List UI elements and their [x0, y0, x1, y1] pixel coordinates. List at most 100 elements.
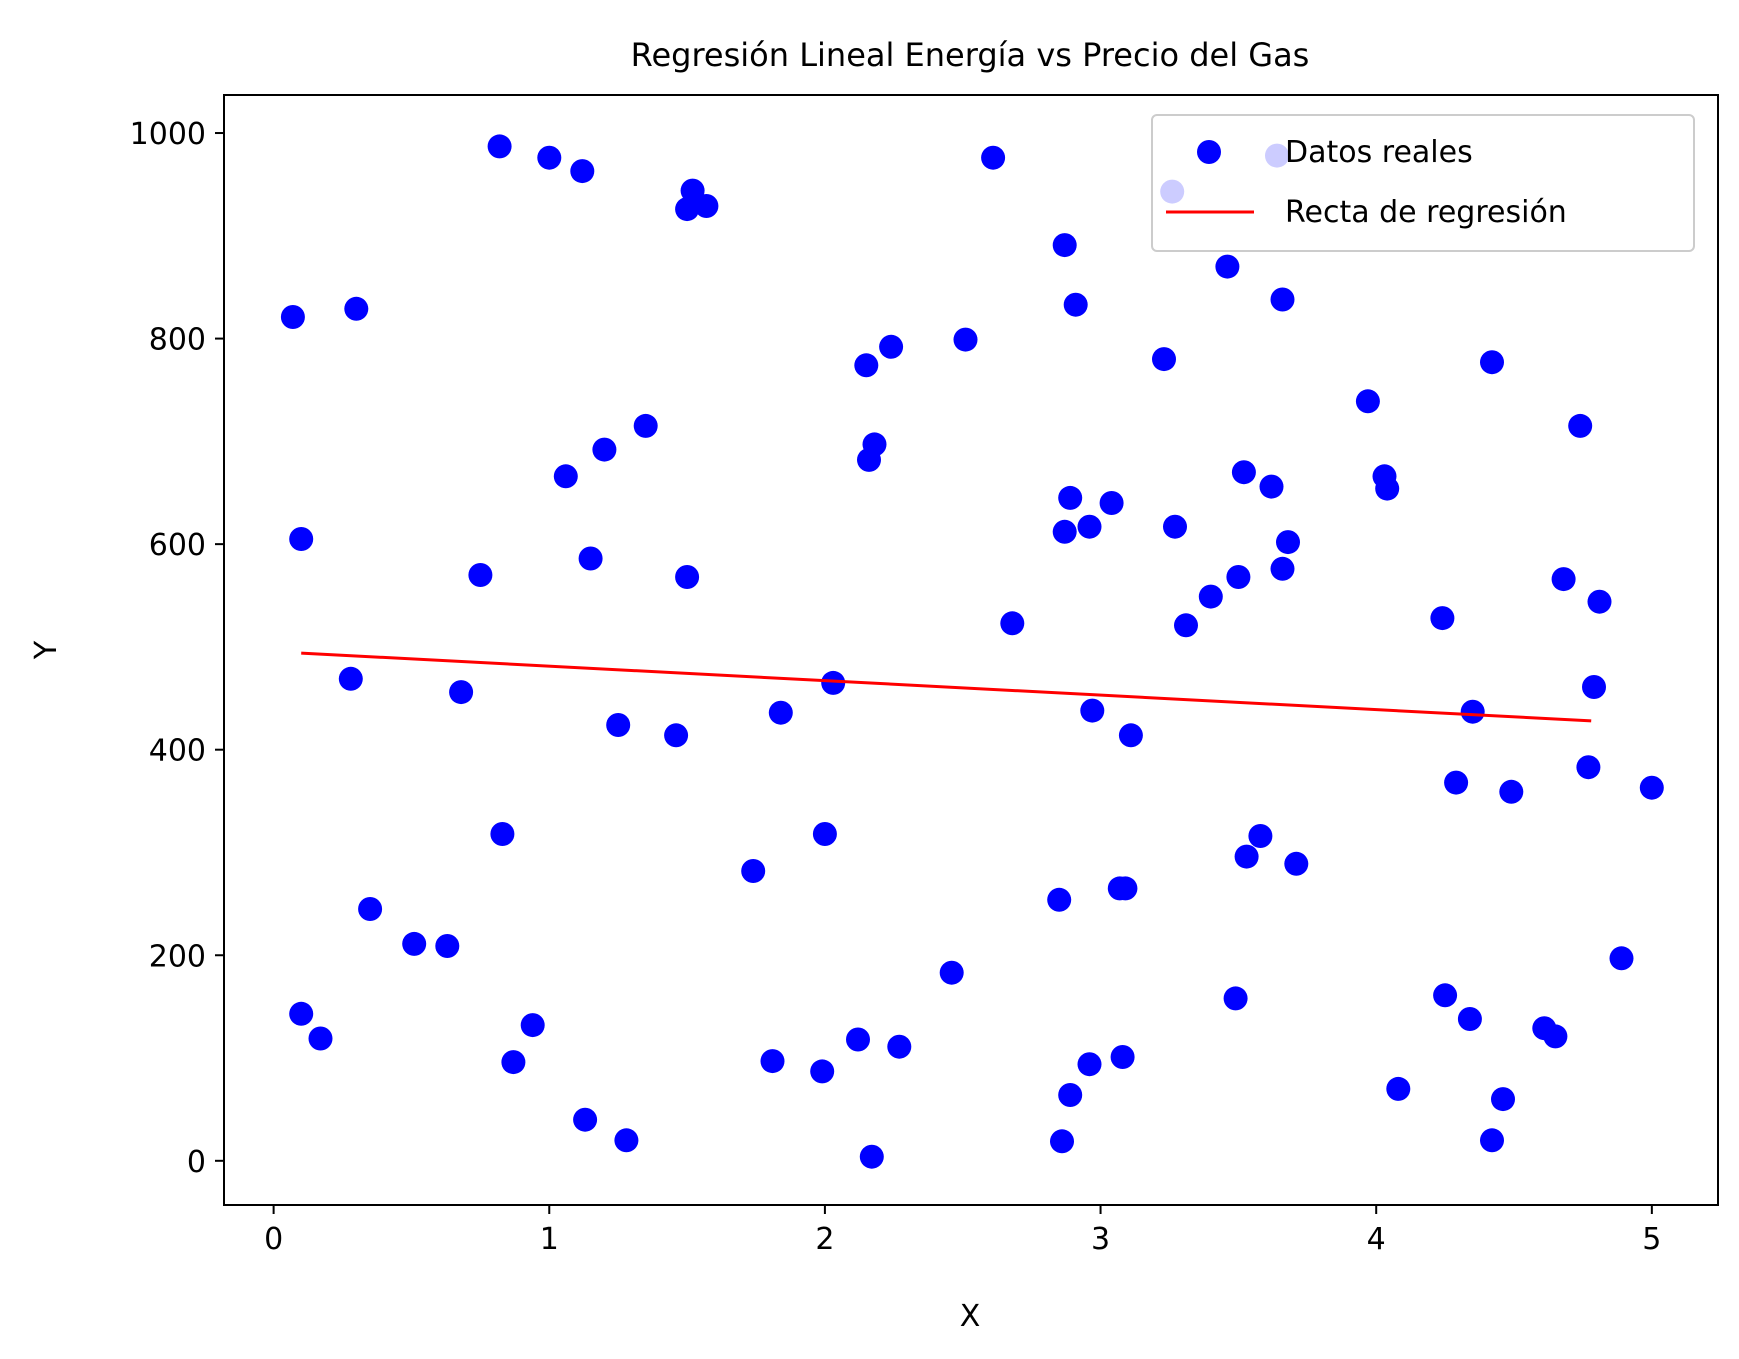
plot-marks: [280, 134, 1664, 1169]
plot-frame: [223, 94, 1719, 1206]
data-point: [1491, 1087, 1515, 1112]
data-point: [854, 353, 879, 378]
data-point: [1226, 565, 1251, 589]
data-point: [520, 1013, 545, 1038]
data-point: [1284, 851, 1309, 876]
x-tick-label: 2: [815, 1222, 834, 1257]
data-point: [487, 134, 512, 159]
data-point: [1430, 606, 1455, 631]
data-point: [1234, 844, 1259, 869]
data-point: [402, 931, 427, 956]
data-point: [981, 145, 1006, 170]
data-point: [1047, 887, 1072, 912]
legend-label-regresion: Recta de regresión: [1285, 195, 1567, 230]
data-point: [741, 859, 766, 883]
data-point: [1576, 755, 1601, 780]
data-point: [490, 822, 515, 846]
data-point: [1223, 986, 1248, 1011]
data-point: [1639, 775, 1664, 800]
data-point: [846, 1027, 870, 1052]
data-point: [1355, 389, 1380, 414]
data-point: [862, 432, 887, 457]
data-point: [1231, 460, 1256, 485]
data-point: [1050, 1129, 1074, 1154]
data-point: [570, 159, 595, 184]
data-point: [449, 680, 474, 705]
data-point: [1077, 514, 1102, 539]
y-tick-label: 200: [149, 939, 206, 974]
data-point: [553, 464, 578, 489]
data-point: [1444, 770, 1469, 795]
data-point: [953, 327, 978, 352]
data-point: [1052, 233, 1077, 258]
x-tick-label: 3: [1091, 1222, 1110, 1257]
data-point: [468, 563, 493, 587]
data-point: [1457, 1007, 1482, 1031]
data-point: [1543, 1024, 1568, 1049]
data-point: [1499, 779, 1524, 804]
y-tick-label: 400: [149, 734, 206, 769]
data-point: [289, 1001, 314, 1026]
y-tick-label: 0: [187, 1145, 206, 1180]
data-point: [1433, 983, 1458, 1008]
y-axis-label: Y: [29, 640, 64, 660]
data-point: [694, 194, 719, 218]
data-point: [633, 413, 658, 438]
data-point: [614, 1128, 639, 1153]
data-point: [1000, 611, 1025, 636]
legend: Datos reales Recta de regresión: [1151, 114, 1695, 252]
x-tick-label: 5: [1642, 1222, 1661, 1257]
data-point: [1099, 491, 1124, 515]
x-tick-label: 1: [540, 1222, 559, 1257]
axis-ticks: 0 1 2 3 4 5 0 200 400 600 800 1000: [130, 117, 1662, 1257]
y-tick-label: 600: [149, 528, 206, 563]
data-point: [501, 1050, 526, 1075]
data-point: [1276, 530, 1300, 555]
data-point: [1174, 613, 1198, 638]
data-point: [344, 296, 369, 321]
data-point: [879, 334, 904, 359]
data-point: [887, 1034, 912, 1059]
x-tick-label: 4: [1367, 1222, 1386, 1257]
data-point: [1480, 1128, 1504, 1153]
x-axis-label: X: [960, 1299, 981, 1334]
data-point: [680, 178, 705, 203]
data-point: [675, 565, 700, 589]
data-point: [1077, 1052, 1102, 1077]
data-point: [1375, 476, 1400, 501]
legend-box: [1151, 114, 1695, 252]
data-point: [821, 670, 846, 695]
data-point: [1460, 699, 1485, 724]
legend-marker-datos: [1197, 140, 1221, 164]
data-point: [812, 822, 837, 846]
data-point: [1215, 254, 1240, 279]
data-point: [1063, 292, 1088, 317]
data-point: [664, 723, 689, 748]
x-tick-label: 0: [264, 1222, 283, 1257]
data-point: [1248, 824, 1273, 848]
y-tick-label: 800: [149, 323, 206, 358]
data-point: [592, 437, 617, 462]
data-point: [280, 305, 305, 329]
data-point: [573, 1107, 598, 1132]
data-point: [606, 713, 631, 737]
data-point: [1058, 1083, 1083, 1107]
data-point: [1386, 1076, 1411, 1101]
data-point: [1609, 946, 1634, 971]
data-point: [1270, 556, 1295, 581]
data-point: [358, 897, 383, 921]
data-point: [289, 527, 314, 551]
data-point: [675, 197, 700, 222]
data-point: [308, 1026, 333, 1051]
data-point: [1163, 514, 1187, 539]
data-point: [338, 666, 363, 691]
data-point: [1058, 485, 1083, 510]
data-point: [859, 1144, 884, 1169]
data-point: [1198, 584, 1223, 609]
data-point: [1113, 876, 1138, 901]
data-point: [1587, 589, 1612, 614]
data-point: [537, 145, 562, 170]
data-point: [1582, 675, 1606, 699]
data-point: [435, 934, 460, 958]
